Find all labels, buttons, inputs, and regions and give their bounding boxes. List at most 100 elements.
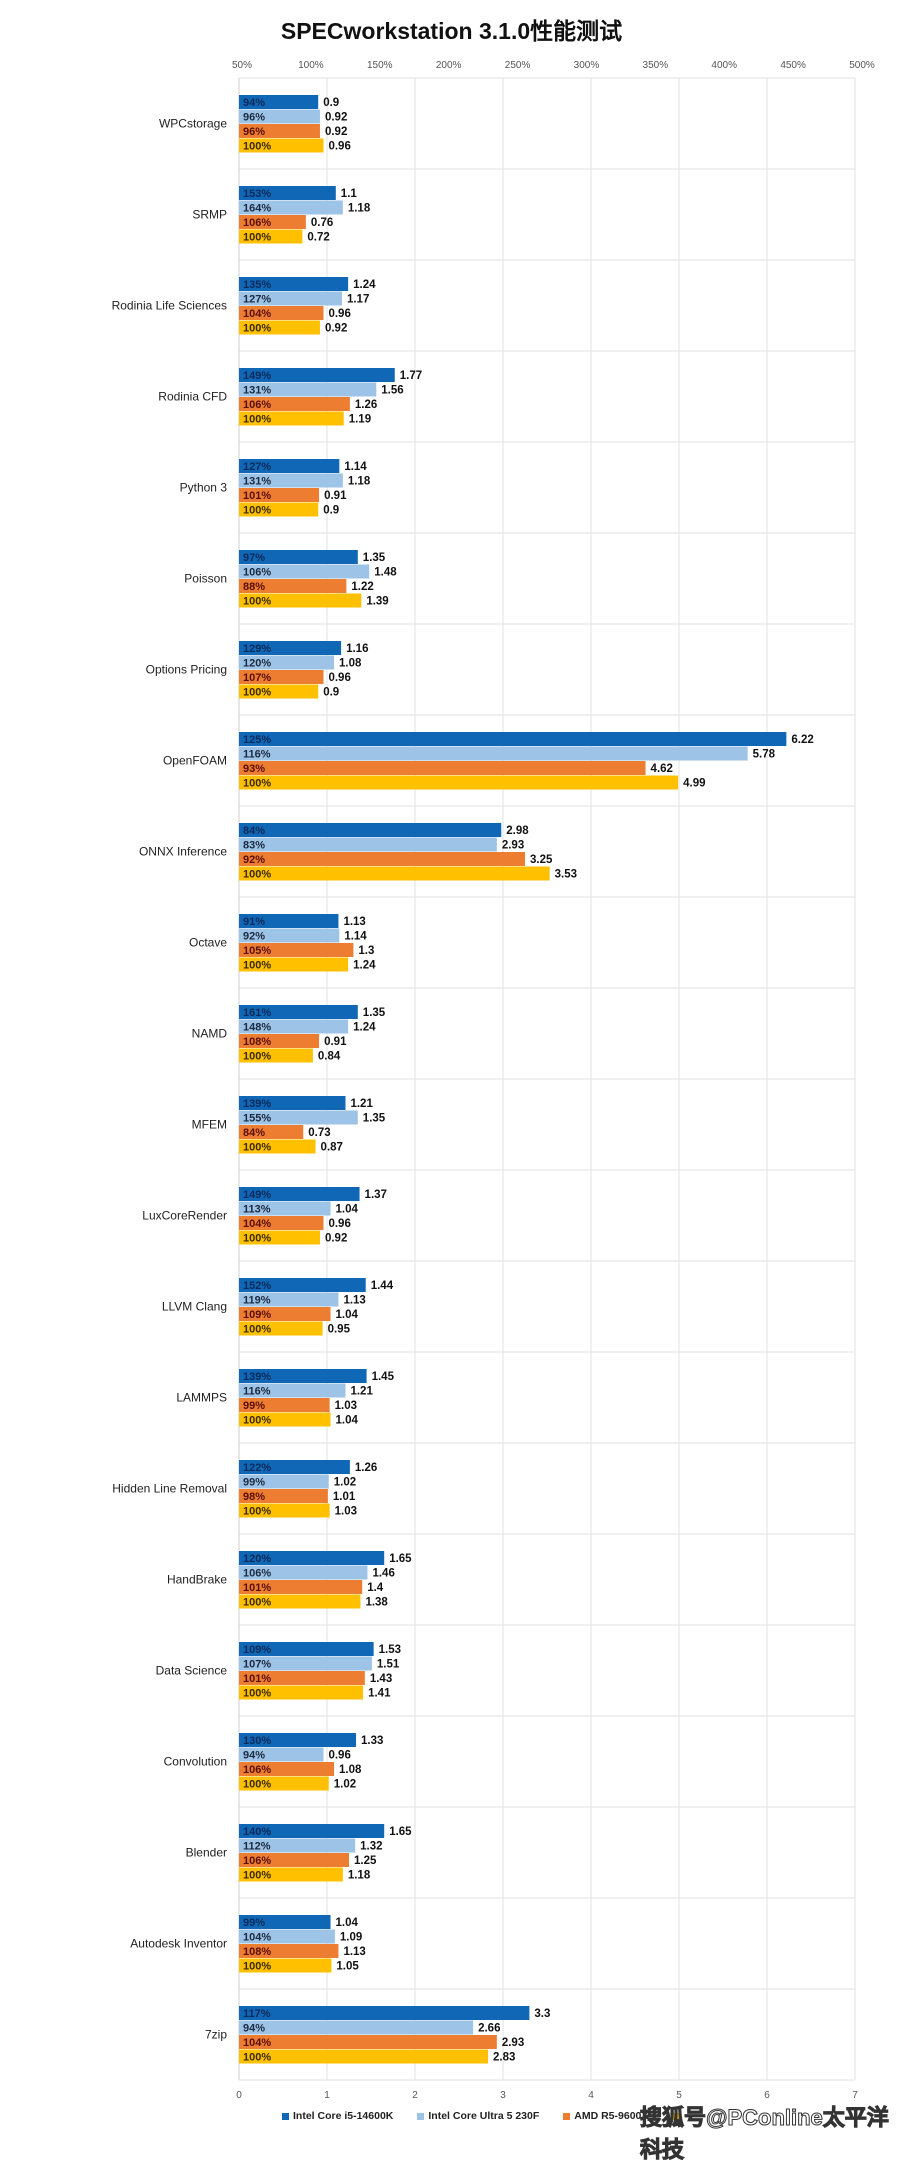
bar bbox=[239, 1216, 324, 1230]
category-label: Blender bbox=[186, 1846, 227, 1860]
percent-label: 161% bbox=[243, 1007, 271, 1019]
bar bbox=[239, 1398, 330, 1412]
value-label: 0.9 bbox=[323, 97, 339, 109]
category-label: Options Pricing bbox=[146, 663, 227, 677]
top-axis-tick-label: 150% bbox=[367, 60, 393, 71]
bar bbox=[239, 593, 362, 608]
value-label: 1.04 bbox=[336, 1204, 359, 1216]
bar bbox=[239, 1460, 350, 1474]
bar bbox=[239, 1642, 374, 1656]
percent-label: 106% bbox=[243, 1568, 271, 1580]
legend-item: Intel Core Ultra 5 230F bbox=[417, 2110, 539, 2122]
value-label: 1.01 bbox=[333, 1491, 356, 1503]
value-label: 0.96 bbox=[328, 1218, 350, 1230]
x-tick-label: 5 bbox=[676, 2090, 682, 2101]
percent-label: 92% bbox=[243, 854, 265, 866]
percent-label: 100% bbox=[243, 232, 271, 244]
value-label: 1.35 bbox=[363, 552, 386, 564]
percent-label: 130% bbox=[243, 1735, 271, 1747]
percent-label: 100% bbox=[243, 1688, 271, 1700]
percent-label: 108% bbox=[243, 1036, 271, 1048]
percent-label: 96% bbox=[243, 112, 265, 124]
bar bbox=[239, 1096, 346, 1110]
percent-label: 93% bbox=[243, 763, 265, 775]
percent-label: 107% bbox=[243, 1659, 271, 1671]
percent-label: 84% bbox=[243, 825, 265, 837]
top-axis-tick-label: 450% bbox=[780, 60, 806, 71]
percent-label: 104% bbox=[243, 1218, 271, 1230]
bar bbox=[239, 579, 347, 593]
value-label: 1.14 bbox=[344, 461, 367, 473]
value-label: 6.22 bbox=[791, 734, 813, 746]
category-label: Autodesk Inventor bbox=[130, 1937, 227, 1951]
percent-label: 122% bbox=[243, 1462, 271, 1474]
bar bbox=[239, 1503, 330, 1518]
category-label: Python 3 bbox=[180, 481, 228, 495]
percent-label: 100% bbox=[243, 1324, 271, 1336]
value-label: 1.18 bbox=[348, 476, 371, 488]
bar bbox=[239, 1125, 304, 1139]
percent-label: 99% bbox=[243, 1477, 265, 1489]
bar bbox=[239, 775, 679, 790]
bar bbox=[239, 1187, 360, 1201]
percent-label: 88% bbox=[243, 581, 265, 593]
value-label: 0.92 bbox=[325, 112, 347, 124]
value-label: 0.92 bbox=[325, 1233, 347, 1245]
value-label: 1.21 bbox=[350, 1098, 373, 1110]
top-axis-tick-label: 50% bbox=[232, 60, 252, 71]
value-label: 1.44 bbox=[371, 1280, 394, 1292]
category-label: Rodinia Life Sciences bbox=[112, 299, 227, 313]
percent-label: 100% bbox=[243, 596, 271, 608]
value-label: 0.91 bbox=[324, 1036, 347, 1048]
top-axis-tick-label: 350% bbox=[643, 60, 669, 71]
category-label: Octave bbox=[189, 936, 227, 950]
percent-label: 100% bbox=[243, 1961, 271, 1973]
bar bbox=[239, 1034, 320, 1048]
bar bbox=[239, 411, 344, 426]
value-label: 2.83 bbox=[493, 2052, 515, 2064]
value-label: 0.9 bbox=[323, 687, 339, 699]
value-label: 1.45 bbox=[372, 1371, 395, 1383]
category-label: LLVM Clang bbox=[162, 1300, 227, 1314]
value-label: 1.1 bbox=[341, 188, 358, 200]
bar bbox=[239, 1580, 363, 1594]
value-label: 0.84 bbox=[318, 1051, 341, 1063]
category-label: Convolution bbox=[164, 1755, 227, 1769]
percent-label: 155% bbox=[243, 1113, 271, 1125]
x-tick-label: 7 bbox=[852, 2090, 858, 2101]
value-label: 1.35 bbox=[363, 1007, 386, 1019]
value-label: 1.26 bbox=[355, 399, 377, 411]
legend-item bbox=[672, 2110, 683, 2122]
x-tick-label: 0 bbox=[236, 2090, 242, 2101]
percent-label: 116% bbox=[243, 749, 271, 761]
bar bbox=[239, 1139, 316, 1154]
bar bbox=[239, 138, 324, 153]
bar bbox=[239, 1733, 357, 1747]
bar bbox=[239, 655, 335, 670]
x-tick-label: 6 bbox=[764, 2090, 770, 2101]
percent-label: 106% bbox=[243, 217, 271, 229]
value-label: 1.18 bbox=[348, 1870, 371, 1882]
value-label: 1.4 bbox=[367, 1582, 384, 1594]
chart-title: SPECworkstation 3.1.0性能测试 bbox=[280, 18, 623, 44]
value-label: 1.48 bbox=[374, 567, 397, 579]
percent-label: 96% bbox=[243, 126, 265, 138]
bar bbox=[239, 1551, 385, 1565]
legend-label: Intel Core i5-14600K bbox=[293, 2110, 394, 2122]
value-label: 1.21 bbox=[350, 1386, 373, 1398]
value-label: 3.25 bbox=[530, 854, 553, 866]
value-label: 0.96 bbox=[328, 672, 350, 684]
bar bbox=[239, 2049, 489, 2064]
bar bbox=[239, 684, 319, 699]
value-label: 0.92 bbox=[325, 323, 347, 335]
value-label: 1.16 bbox=[346, 643, 368, 655]
value-label: 1.04 bbox=[336, 1415, 359, 1427]
value-label: 1.38 bbox=[365, 1597, 388, 1609]
value-label: 1.43 bbox=[370, 1673, 392, 1685]
percent-label: 91% bbox=[243, 916, 265, 928]
percent-label: 105% bbox=[243, 945, 271, 957]
value-label: 0.96 bbox=[328, 1750, 350, 1762]
bar bbox=[239, 109, 320, 124]
percent-label: 127% bbox=[243, 294, 271, 306]
percent-label: 139% bbox=[243, 1098, 271, 1110]
